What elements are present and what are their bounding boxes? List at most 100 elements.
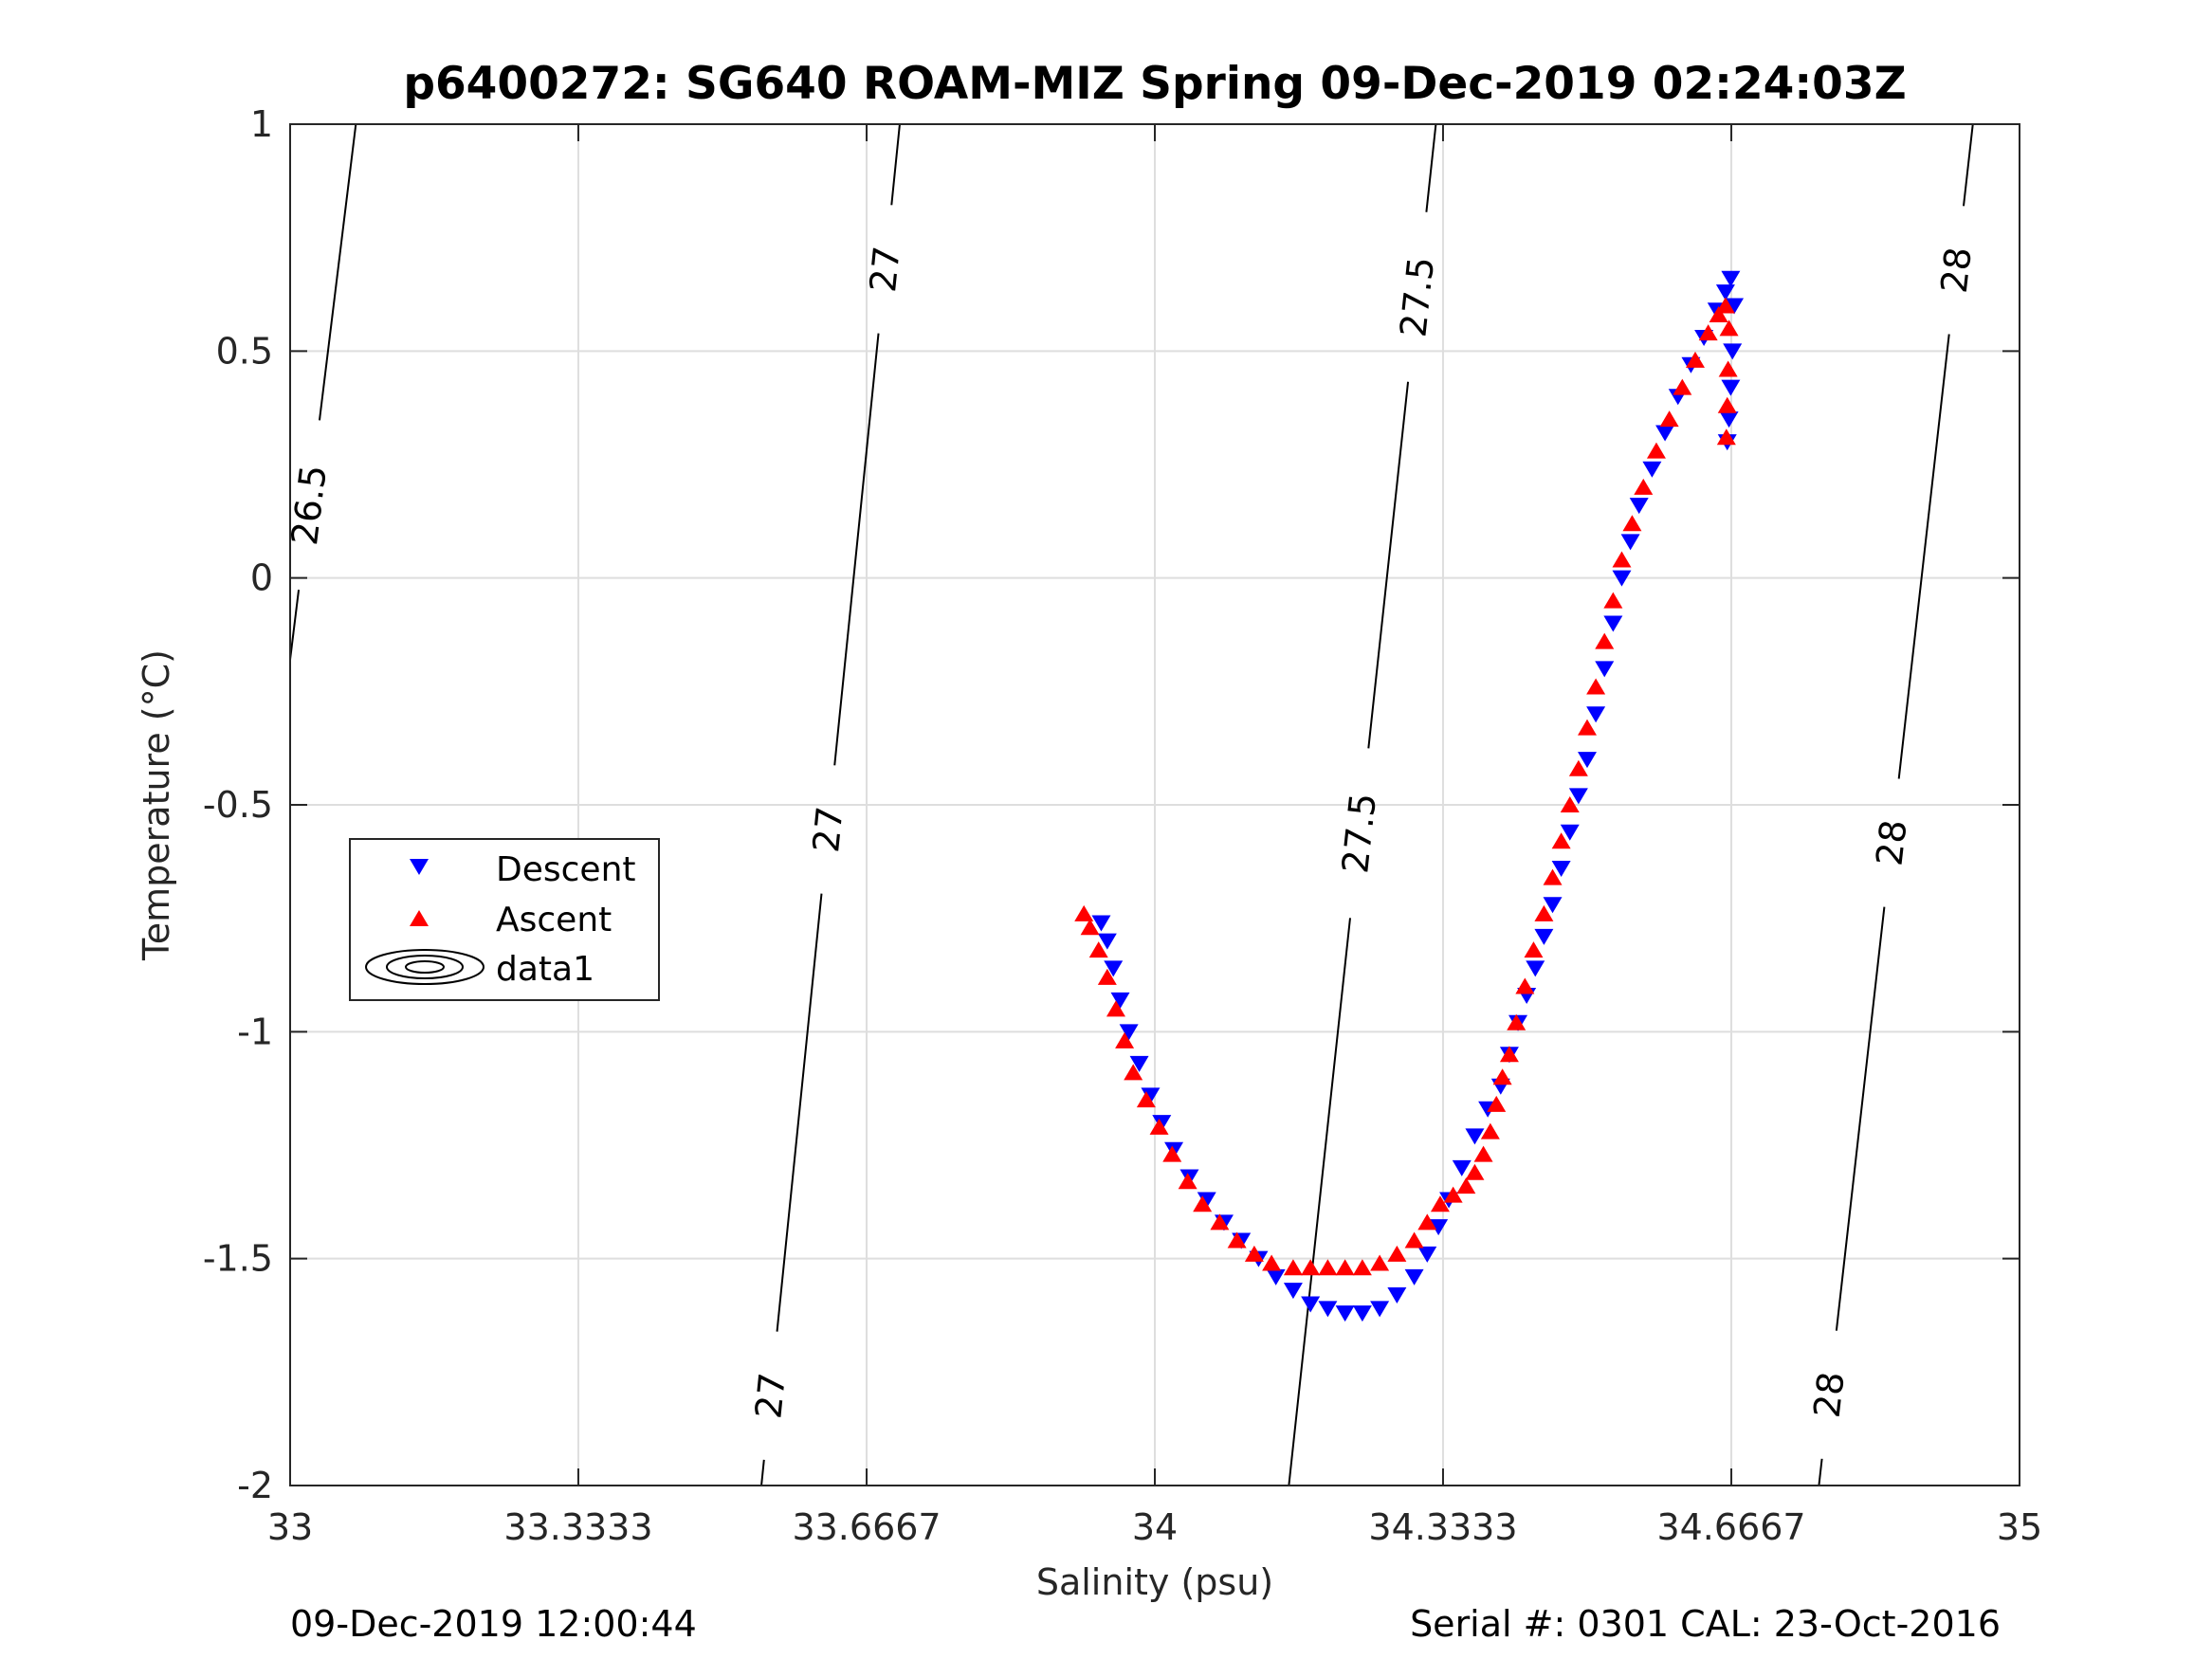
ascent-point [1612, 551, 1632, 568]
ascent-point [1162, 1145, 1182, 1162]
contour-line-segment [1818, 1458, 1823, 1486]
contour-line-segment [318, 123, 357, 421]
contour-line-segment [833, 333, 880, 766]
legend-contour-icon [365, 949, 484, 985]
legend-descent-label: Descent [496, 850, 636, 889]
ascent-point [1074, 904, 1094, 921]
descent-point [1129, 1055, 1149, 1072]
contour-label: 27.5 [1334, 791, 1384, 875]
x-tick-label: 34.3333 [1368, 1506, 1517, 1548]
footer-timestamp: 09-Dec-2019 12:00:44 [290, 1603, 697, 1645]
ascent-point [1115, 1031, 1135, 1048]
descent-point [1620, 534, 1640, 551]
descent-point [1097, 933, 1117, 950]
descent-point [1526, 960, 1545, 977]
descent-point [1318, 1301, 1338, 1318]
contour-label: 27.5 [1392, 255, 1442, 339]
ascent-point [1659, 410, 1679, 428]
ascent-point [1507, 1013, 1526, 1030]
x-tick-label: 34.6667 [1656, 1506, 1805, 1548]
ascent-point [1244, 1245, 1264, 1262]
ascent-point [1465, 1163, 1485, 1180]
descent-point [1104, 960, 1124, 977]
y-tick-label: 0 [250, 557, 273, 599]
ascent-point [1387, 1245, 1407, 1262]
descent-point [1719, 411, 1739, 428]
ascent-point [1709, 306, 1728, 323]
ascent-point [1568, 759, 1588, 776]
contour-label: 28 [1868, 818, 1914, 868]
descent-point [1715, 284, 1735, 301]
descent-point [1642, 461, 1662, 478]
ascent-point [1686, 351, 1705, 368]
ascent-point [1551, 832, 1571, 849]
legend-descent-marker [410, 859, 429, 875]
descent-point [1578, 752, 1597, 769]
descent-point [1417, 1246, 1437, 1263]
x-tick-label: 35 [1997, 1506, 2042, 1548]
descent-point [1612, 570, 1632, 587]
ascent-point [1210, 1213, 1230, 1231]
descent-point [1301, 1296, 1321, 1313]
ascent-point [1715, 297, 1735, 314]
y-tick-label: 1 [250, 103, 273, 145]
contour-label: 27 [862, 245, 908, 295]
descent-point [1551, 861, 1571, 878]
x-axis-ticks: 33 33.3333 33.6667 34 34.3333 34.6667 35 [267, 124, 2042, 1548]
ascent-point [1524, 941, 1544, 958]
ascent-point [1673, 378, 1692, 395]
ascent-point [1560, 796, 1580, 812]
ascent-point [1124, 1064, 1143, 1081]
contour-label: 27 [747, 1371, 794, 1421]
footer-serial-cal: Serial #: 0301 CAL: 23-Oct-2016 [1410, 1603, 2001, 1645]
legend-ascent-label: Ascent [496, 901, 612, 939]
ascent-point [1283, 1259, 1303, 1276]
ascent-point [1149, 1118, 1169, 1135]
ascent-point [1417, 1213, 1437, 1231]
legend-ascent-marker [410, 910, 429, 926]
ascent-point [1646, 442, 1666, 459]
y-tick-label: -1 [237, 1011, 273, 1052]
ascent-point [1586, 678, 1606, 695]
contour-line-segment [1288, 918, 1351, 1486]
ascent-point [1578, 719, 1597, 736]
ascent-point [1430, 1195, 1450, 1212]
ascent-point [1622, 515, 1642, 532]
descent-point [1387, 1286, 1407, 1304]
legend-box [349, 838, 660, 1001]
descent-point [1266, 1268, 1286, 1285]
descent-point [1452, 1159, 1472, 1176]
ascent-point [1595, 632, 1615, 649]
ascent-point [1097, 968, 1117, 985]
contour-label: 27 [805, 805, 851, 855]
descent-point [1110, 992, 1130, 1009]
descent-point [1629, 498, 1649, 515]
descent-point [1595, 661, 1615, 678]
contour-line-segment [1367, 381, 1410, 749]
legend-data1-label: data1 [496, 950, 594, 989]
descent-point [1534, 928, 1554, 945]
descent-point [1429, 1219, 1449, 1236]
descent-point [1465, 1128, 1485, 1145]
contour-line-segment [1897, 334, 1950, 779]
ascent-point [1634, 478, 1654, 495]
y-tick-label: 0.5 [216, 330, 273, 372]
ascent-point [1106, 1000, 1125, 1017]
y-tick-label: -1.5 [203, 1238, 273, 1280]
x-tick-label: 33.6667 [792, 1506, 941, 1548]
descent-point [1370, 1301, 1390, 1318]
descent-point [1603, 615, 1623, 632]
contour-line-segment [1963, 123, 1974, 207]
ascent-point [1718, 360, 1738, 377]
x-tick-label: 33 [267, 1506, 313, 1548]
descent-point [1197, 1192, 1216, 1209]
ascent-point [1716, 428, 1736, 446]
contour-line-segment [776, 893, 823, 1332]
contour-label: 26.5 [283, 463, 335, 547]
ascent-point [1492, 1068, 1512, 1085]
ascent-point [1543, 868, 1563, 885]
contour-label: 28 [1806, 1370, 1853, 1420]
ascent-point [1136, 1091, 1156, 1108]
x-tick-label: 33.3333 [503, 1506, 652, 1548]
